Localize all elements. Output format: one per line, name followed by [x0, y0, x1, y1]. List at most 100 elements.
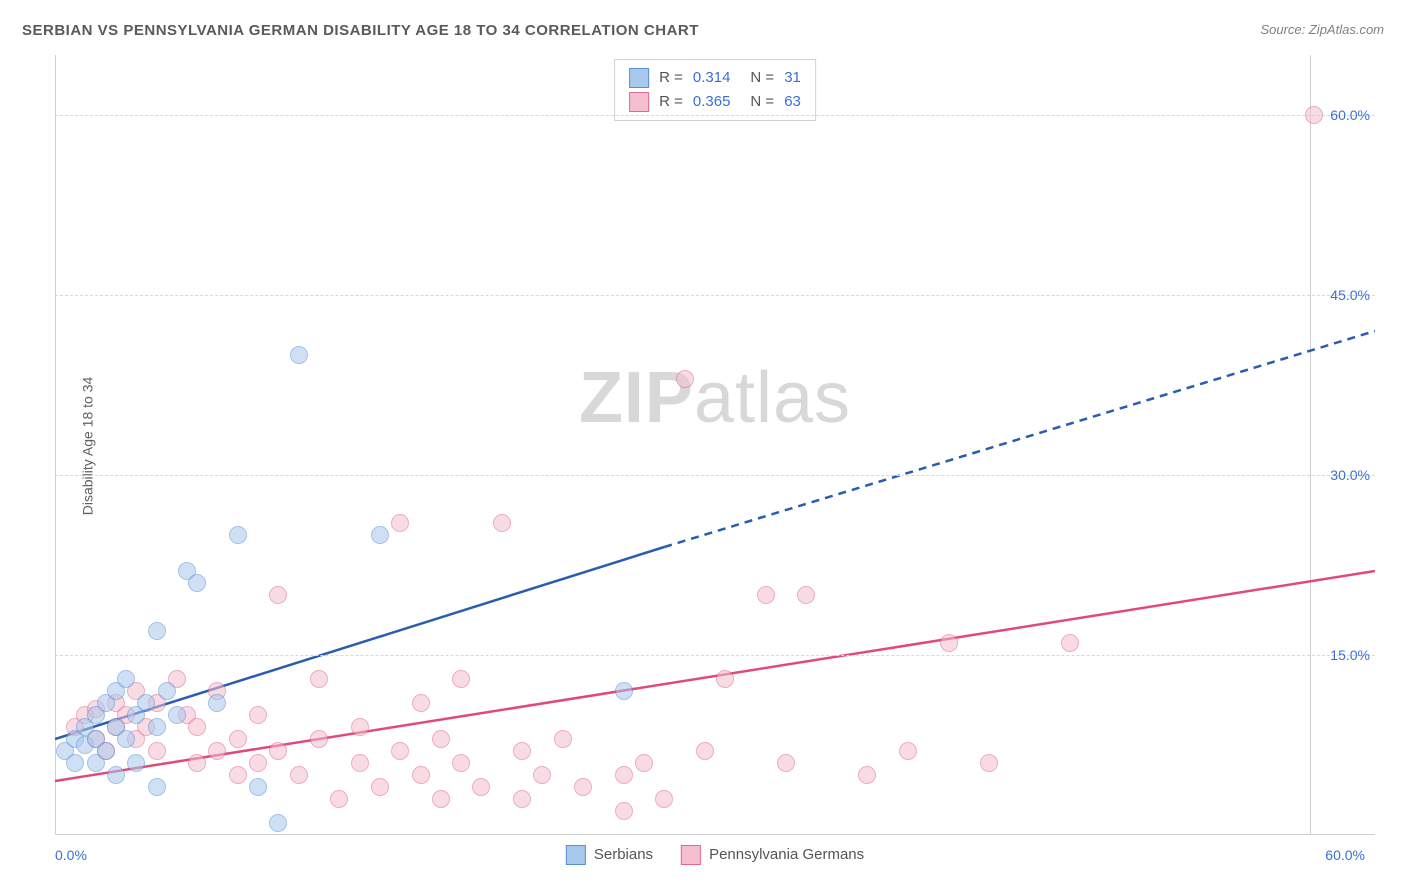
data-point [310, 670, 328, 688]
source-attribution: Source: ZipAtlas.com [1260, 22, 1384, 37]
data-point [148, 778, 166, 796]
data-point [249, 706, 267, 724]
data-point [351, 754, 369, 772]
data-point [168, 706, 186, 724]
legend-r-value: 0.314 [693, 66, 731, 90]
data-point [127, 754, 145, 772]
data-point [290, 346, 308, 364]
data-point [513, 790, 531, 808]
data-point [66, 754, 84, 772]
data-point [716, 670, 734, 688]
legend-stats-row: R = 0.314 N = 31 [629, 66, 801, 90]
data-point [432, 730, 450, 748]
data-point [472, 778, 490, 796]
data-point [797, 586, 815, 604]
x-tick-label-left: 0.0% [55, 847, 87, 863]
legend-series: Serbians Pennsylvania Germans [566, 845, 864, 865]
data-point [635, 754, 653, 772]
data-point [97, 742, 115, 760]
legend-series-label: Pennsylvania Germans [709, 846, 864, 863]
legend-swatch [566, 845, 586, 865]
data-point [269, 742, 287, 760]
plot-area: ZIPatlas R =0.314N =31R =0.365N =63 Serb… [55, 55, 1375, 835]
y-axis-right-line [1310, 55, 1311, 835]
data-point [615, 802, 633, 820]
data-point [229, 766, 247, 784]
data-point [229, 730, 247, 748]
legend-r-label: R = [659, 66, 683, 90]
data-point [249, 778, 267, 796]
data-point [188, 574, 206, 592]
data-point [188, 718, 206, 736]
data-point [615, 682, 633, 700]
grid-line [55, 475, 1375, 476]
y-tick-label: 15.0% [1330, 647, 1380, 663]
data-point [117, 730, 135, 748]
data-point [412, 766, 430, 784]
data-point [269, 586, 287, 604]
legend-swatch [681, 845, 701, 865]
data-point [777, 754, 795, 772]
data-point [310, 730, 328, 748]
data-point [137, 694, 155, 712]
data-point [117, 670, 135, 688]
legend-n-value: 63 [784, 90, 801, 114]
data-point [107, 766, 125, 784]
data-point [1305, 106, 1323, 124]
data-point [757, 586, 775, 604]
data-point [858, 766, 876, 784]
data-point [1061, 634, 1079, 652]
data-point [533, 766, 551, 784]
data-point [615, 766, 633, 784]
grid-line [55, 655, 1375, 656]
data-point [513, 742, 531, 760]
data-point [655, 790, 673, 808]
legend-n-label: N = [750, 90, 774, 114]
x-axis-line [55, 834, 1375, 835]
data-point [676, 370, 694, 388]
y-tick-label: 30.0% [1330, 467, 1380, 483]
data-point [148, 718, 166, 736]
legend-series-item: Pennsylvania Germans [681, 845, 864, 865]
data-point [208, 694, 226, 712]
legend-r-value: 0.365 [693, 90, 731, 114]
data-point [208, 742, 226, 760]
data-point [391, 514, 409, 532]
legend-swatch [629, 68, 649, 88]
watermark: ZIPatlas [579, 357, 851, 439]
data-point [148, 622, 166, 640]
y-tick-label: 60.0% [1330, 107, 1380, 123]
chart-container: SERBIAN VS PENNSYLVANIA GERMAN DISABILIT… [0, 0, 1406, 892]
legend-stats-row: R = 0.365 N = 63 [629, 90, 801, 114]
data-point [290, 766, 308, 784]
grid-line [55, 115, 1375, 116]
chart-title: SERBIAN VS PENNSYLVANIA GERMAN DISABILIT… [22, 22, 699, 39]
x-tick-label-right: 60.0% [1325, 847, 1365, 863]
data-point [493, 514, 511, 532]
data-point [696, 742, 714, 760]
data-point [980, 754, 998, 772]
legend-swatch [629, 92, 649, 112]
data-point [158, 682, 176, 700]
y-axis-line [55, 55, 56, 835]
data-point [391, 742, 409, 760]
data-point [269, 814, 287, 832]
legend-n-value: 31 [784, 66, 801, 90]
data-point [371, 778, 389, 796]
data-point [148, 742, 166, 760]
legend-r-label: R = [659, 90, 683, 114]
data-point [452, 754, 470, 772]
data-point [371, 526, 389, 544]
legend-stats: R = 0.314 N = 31 R = 0.365 N = 63 [614, 59, 816, 121]
legend-n-label: N = [750, 66, 774, 90]
data-point [432, 790, 450, 808]
data-point [188, 754, 206, 772]
data-point [574, 778, 592, 796]
legend-series-item: Serbians [566, 845, 653, 865]
data-point [412, 694, 430, 712]
data-point [229, 526, 247, 544]
data-point [330, 790, 348, 808]
y-tick-label: 45.0% [1330, 287, 1380, 303]
data-point [940, 634, 958, 652]
data-point [554, 730, 572, 748]
